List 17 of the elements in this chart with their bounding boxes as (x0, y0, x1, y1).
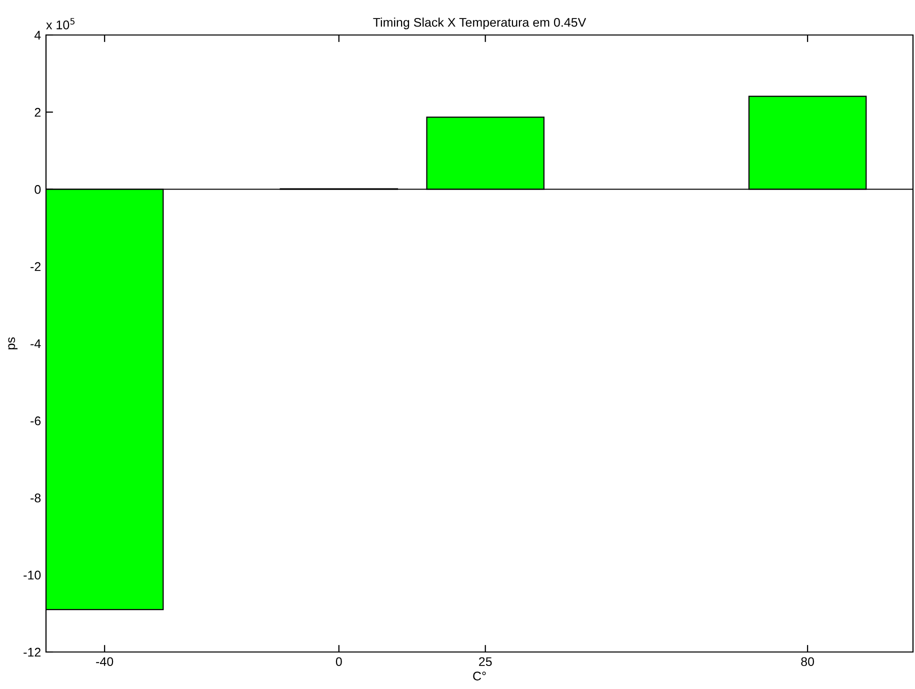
x-tick-label: 25 (479, 657, 492, 666)
y-tick-label: -2 (30, 262, 41, 271)
text: x 10$^{5}$ (46, 18, 75, 30)
y-tick-label: 2 (34, 108, 41, 117)
y-tick-label: -4 (30, 339, 41, 348)
y-tick-label: -10 (24, 570, 41, 580)
chart-title: Timing Slack X Temperatura em 0.45V (373, 18, 586, 30)
y-tick-label: -8 (30, 494, 41, 502)
y-axis-title: ps (8, 337, 18, 350)
x-tick-label: 80 (801, 657, 814, 666)
y-tick-label: 4 (34, 30, 41, 40)
y-tick-label: -12 (24, 648, 41, 657)
y-tick-label: -6 (30, 416, 41, 426)
x-axis-title: C° (473, 672, 486, 680)
y-tick-label: 0 (34, 185, 41, 194)
x-tick-label: 0 (336, 657, 342, 666)
x-tick-label: -40 (96, 657, 114, 666)
